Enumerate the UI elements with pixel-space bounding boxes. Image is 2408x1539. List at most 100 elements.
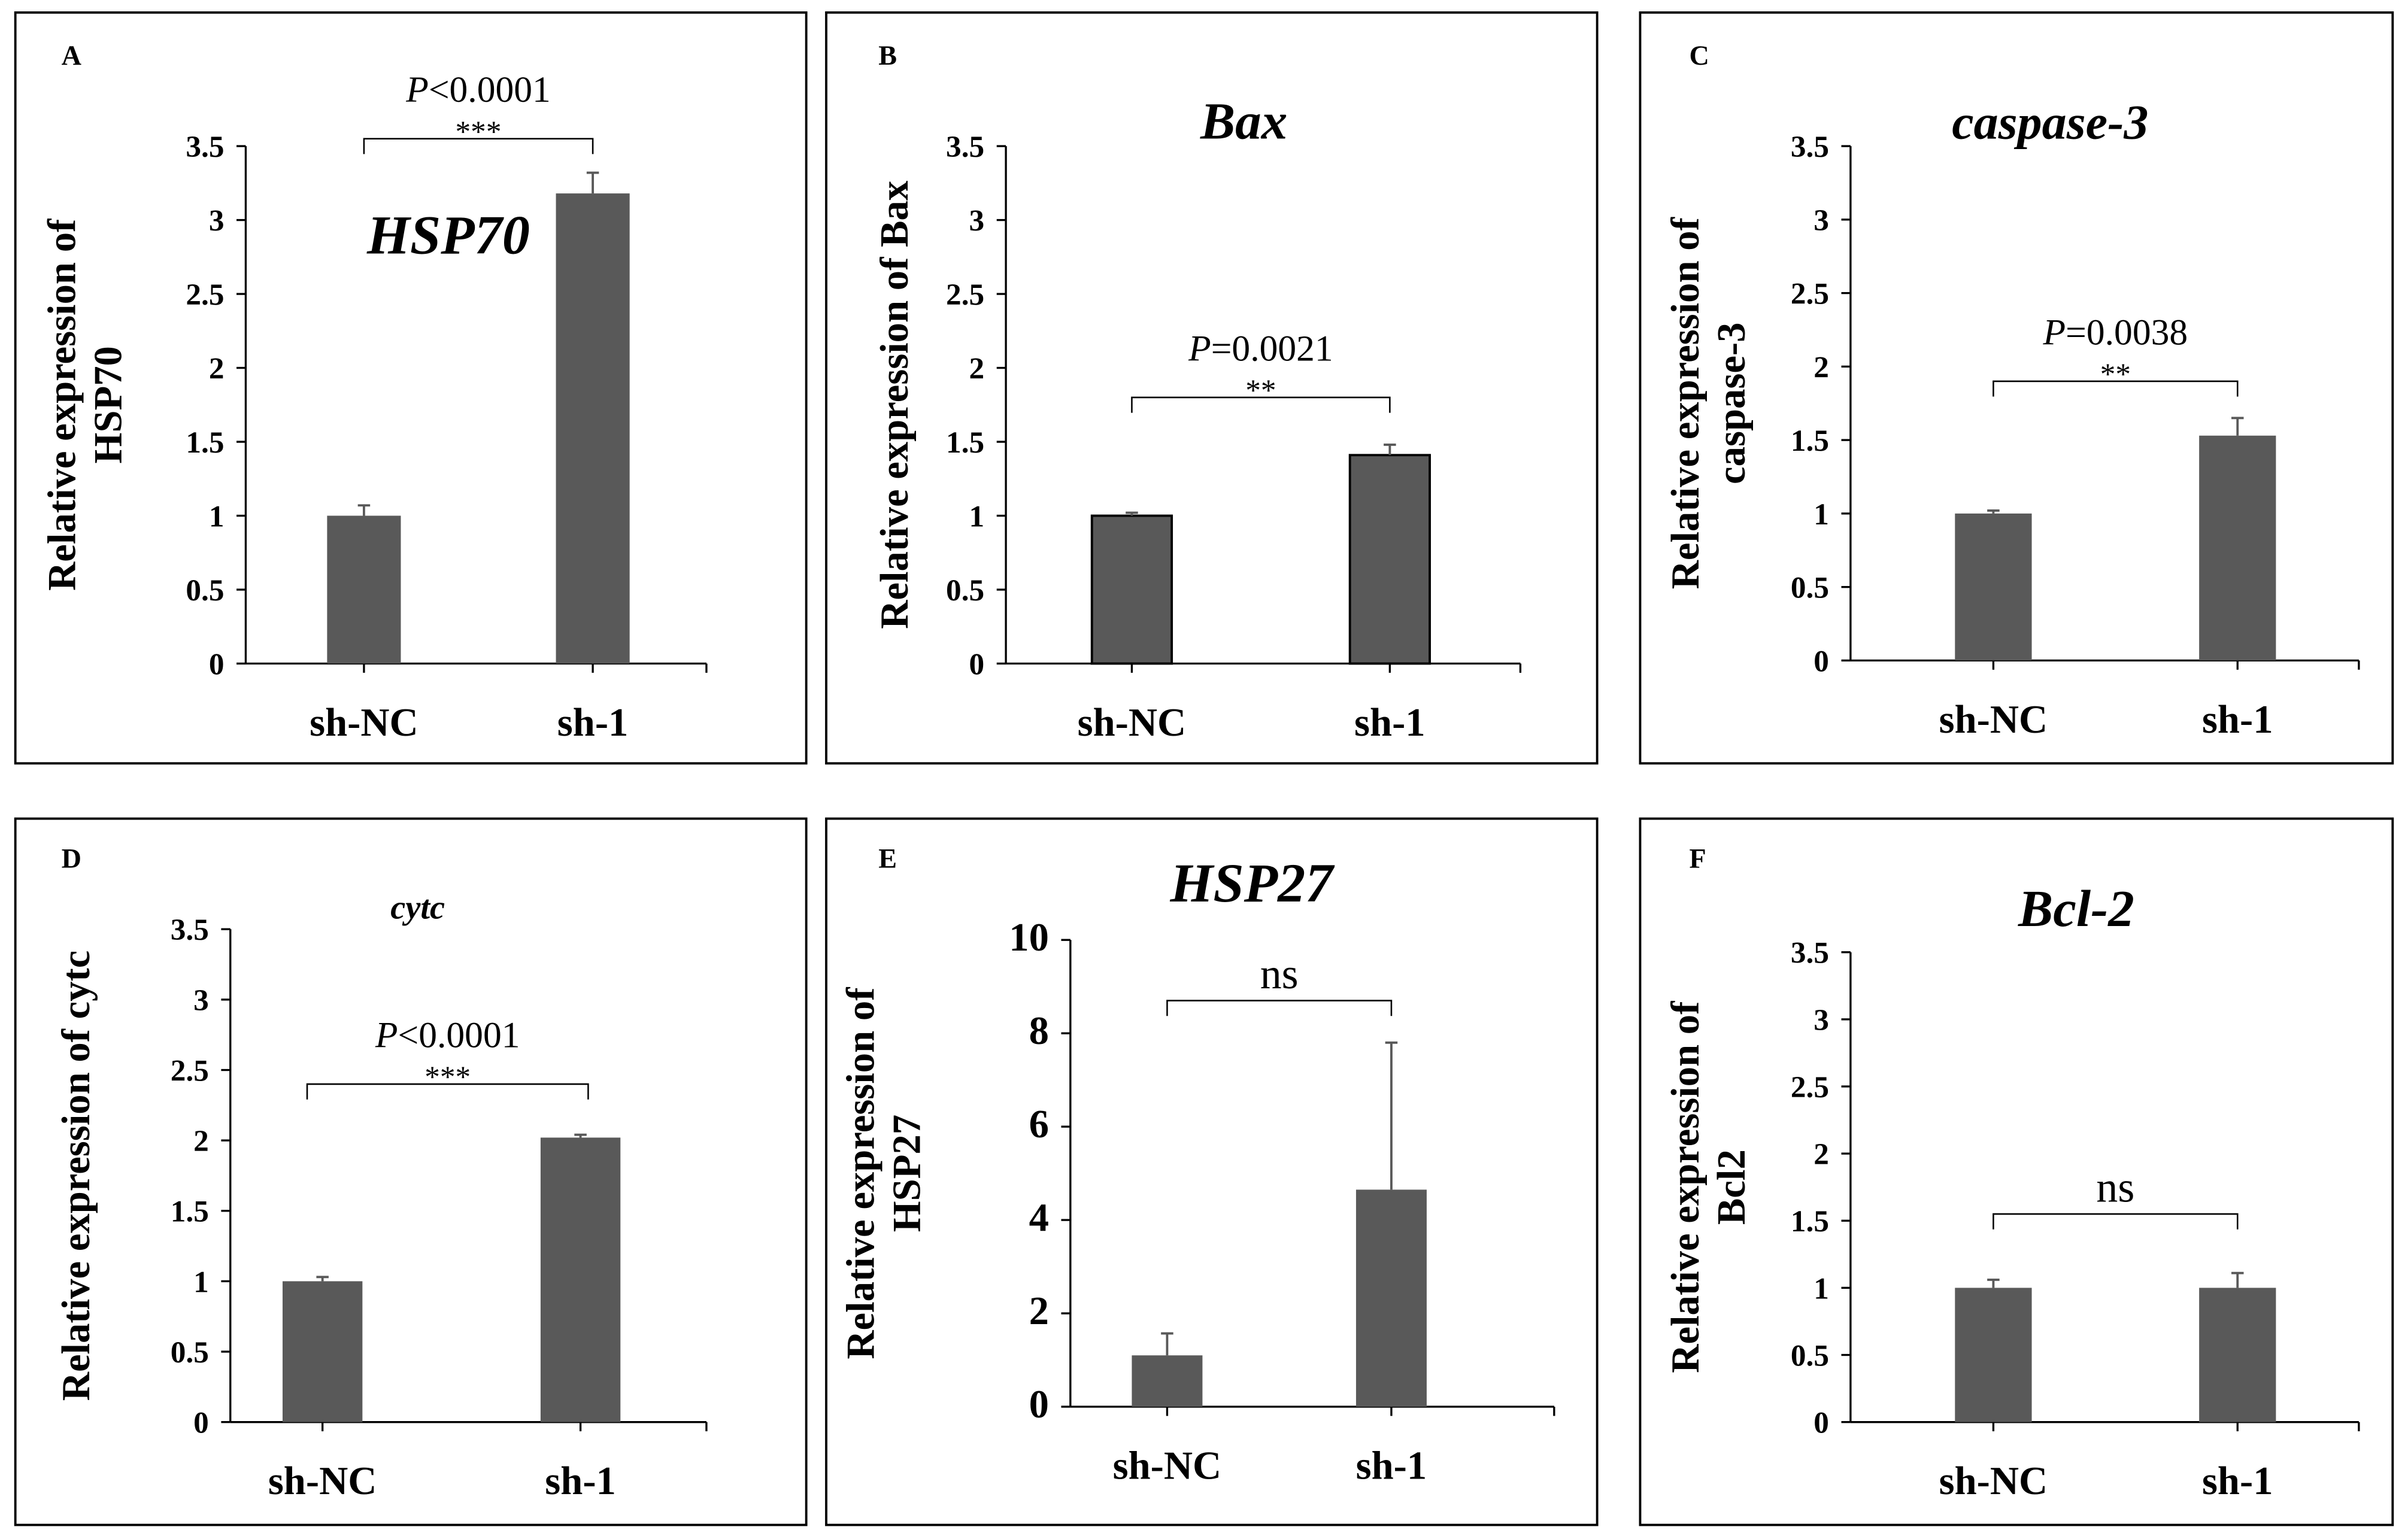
significance-stars: ***: [424, 1060, 471, 1094]
panel-letter: D: [62, 843, 81, 874]
y-tick-label: 8: [1029, 1009, 1049, 1053]
significance-bracket: [363, 138, 594, 154]
panel-border: [825, 11, 1599, 765]
x-tick-label: sh-NC: [310, 701, 418, 745]
bar-sh-NC: [327, 515, 401, 664]
y-tick-label: 2: [193, 1124, 209, 1158]
bar-sh-1: [2199, 1288, 2276, 1422]
y-axis-label-line: Relative expression of: [1664, 1001, 1708, 1373]
y-tick-label: 1: [209, 499, 225, 533]
y-tick-label: 0.5: [946, 573, 984, 608]
panel-letter: A: [62, 40, 81, 71]
y-axis-label-line: HSP27: [885, 1115, 929, 1232]
significance-label: ns: [1260, 950, 1299, 998]
y-tick-label: 1.5: [1791, 424, 1829, 458]
y-tick-label: 2: [1813, 350, 1829, 384]
y-tick-label: 10: [1009, 916, 1049, 960]
bar-sh-1: [556, 193, 630, 664]
y-axis-label-line: Relative expression of Bax: [873, 181, 917, 629]
y-axis-label-line: Relative expression of: [41, 218, 84, 591]
y-tick-label: 2: [1813, 1137, 1829, 1171]
y-axis-label: Relative expression of Bcl2: [1664, 1001, 1754, 1373]
y-tick-label: 1.5: [1791, 1204, 1829, 1239]
y-tick-label: 2.5: [171, 1054, 209, 1088]
y-tick-label: 3: [1813, 1003, 1829, 1037]
panel-border: [14, 11, 808, 765]
y-axis-label: Relative expression of caspase-3: [1664, 217, 1754, 589]
p-value-prefix: P: [1188, 328, 1211, 369]
y-tick-label: 6: [1029, 1103, 1049, 1146]
chart-title: cytc: [390, 889, 445, 926]
x-tick-label: sh-1: [557, 701, 629, 745]
x-tick-label: sh-NC: [1113, 1444, 1222, 1488]
y-tick-label: 1.5: [171, 1195, 209, 1229]
significance-bracket: [306, 1083, 589, 1100]
chart-title: HSP27: [1170, 852, 1336, 913]
y-tick-label: 2.5: [1791, 277, 1829, 311]
x-tick-label: sh-1: [2202, 698, 2273, 742]
significance-bracket: [1992, 380, 2239, 397]
bar-sh-1: [1355, 1189, 1427, 1407]
significance-bracket: [1992, 1213, 2239, 1230]
significance-stars: **: [2100, 357, 2131, 391]
y-tick-label: 0: [193, 1406, 209, 1440]
p-value: <0.0001: [429, 69, 551, 110]
bar-sh-NC: [1132, 1355, 1203, 1407]
y-tick-label: 3: [969, 204, 985, 238]
p-value-label: P=0.0038: [2043, 312, 2188, 353]
y-tick-label: 3.5: [1791, 130, 1829, 164]
x-tick-label: sh-NC: [268, 1459, 377, 1503]
y-tick-label: 0: [1029, 1383, 1049, 1426]
p-value-prefix: P: [2043, 312, 2066, 353]
y-tick-label: 0.5: [171, 1335, 209, 1370]
y-tick-label: 1: [1813, 1271, 1829, 1306]
chart-title: caspase-3: [1952, 95, 2148, 149]
panel-letter: B: [878, 40, 897, 71]
p-value: <0.0001: [398, 1015, 520, 1055]
panel-letter: C: [1690, 40, 1709, 71]
y-tick-label: 2: [969, 352, 985, 386]
y-tick-label: 0: [1813, 1406, 1829, 1440]
significance-bracket: [1131, 396, 1391, 413]
y-tick-label: 1: [969, 499, 985, 533]
bar-sh-NC: [1955, 1288, 2032, 1422]
y-tick-label: 0.5: [1791, 571, 1829, 605]
y-tick-label: 2: [209, 352, 225, 386]
chart-title: Bcl-2: [2018, 879, 2134, 937]
significance-stars: ***: [456, 115, 502, 149]
y-axis-label-line: HSP70: [87, 346, 131, 463]
x-tick-label: sh-1: [1354, 701, 1426, 745]
y-tick-label: 3.5: [171, 913, 209, 947]
significance-label: ns: [2096, 1164, 2134, 1212]
significance-bracket: [1166, 1000, 1393, 1016]
y-tick-label: 2.5: [946, 278, 984, 312]
y-tick-label: 1.5: [186, 426, 224, 460]
y-tick-label: 0: [209, 647, 225, 681]
p-value: =0.0021: [1211, 328, 1333, 369]
bar-sh-1: [1348, 454, 1431, 665]
y-tick-label: 3.5: [1791, 936, 1829, 970]
x-tick-label: sh-NC: [1939, 1459, 2048, 1503]
panel-letter: E: [878, 843, 897, 874]
p-value-label: P<0.0001: [375, 1015, 520, 1055]
y-tick-label: 2.5: [186, 278, 224, 312]
panel-border: [14, 817, 808, 1526]
y-tick-label: 3.5: [946, 130, 984, 164]
y-axis-label: Relative expression of Bax: [873, 181, 917, 629]
panel-b: B 0 0.5 1 1.5 2 2.5 3 3.5 Relative expression of …: [825, 11, 1599, 765]
y-axis-label: Relative expression of HSP27: [839, 987, 929, 1359]
x-tick-label: sh-1: [1356, 1444, 1427, 1488]
y-axis-label-line: caspase-3: [1710, 323, 1754, 484]
y-tick-label: 0.5: [186, 573, 224, 608]
y-axis-label: Relative expression of cytc: [54, 951, 98, 1401]
panel-letter: F: [1690, 843, 1706, 874]
y-tick-label: 0.5: [1791, 1338, 1829, 1373]
bar-sh-NC: [282, 1281, 363, 1422]
y-tick-label: 3: [1813, 204, 1829, 238]
bar-sh-NC: [1955, 513, 2032, 661]
y-tick-label: 3: [209, 204, 225, 238]
p-value-prefix: P: [375, 1015, 398, 1055]
